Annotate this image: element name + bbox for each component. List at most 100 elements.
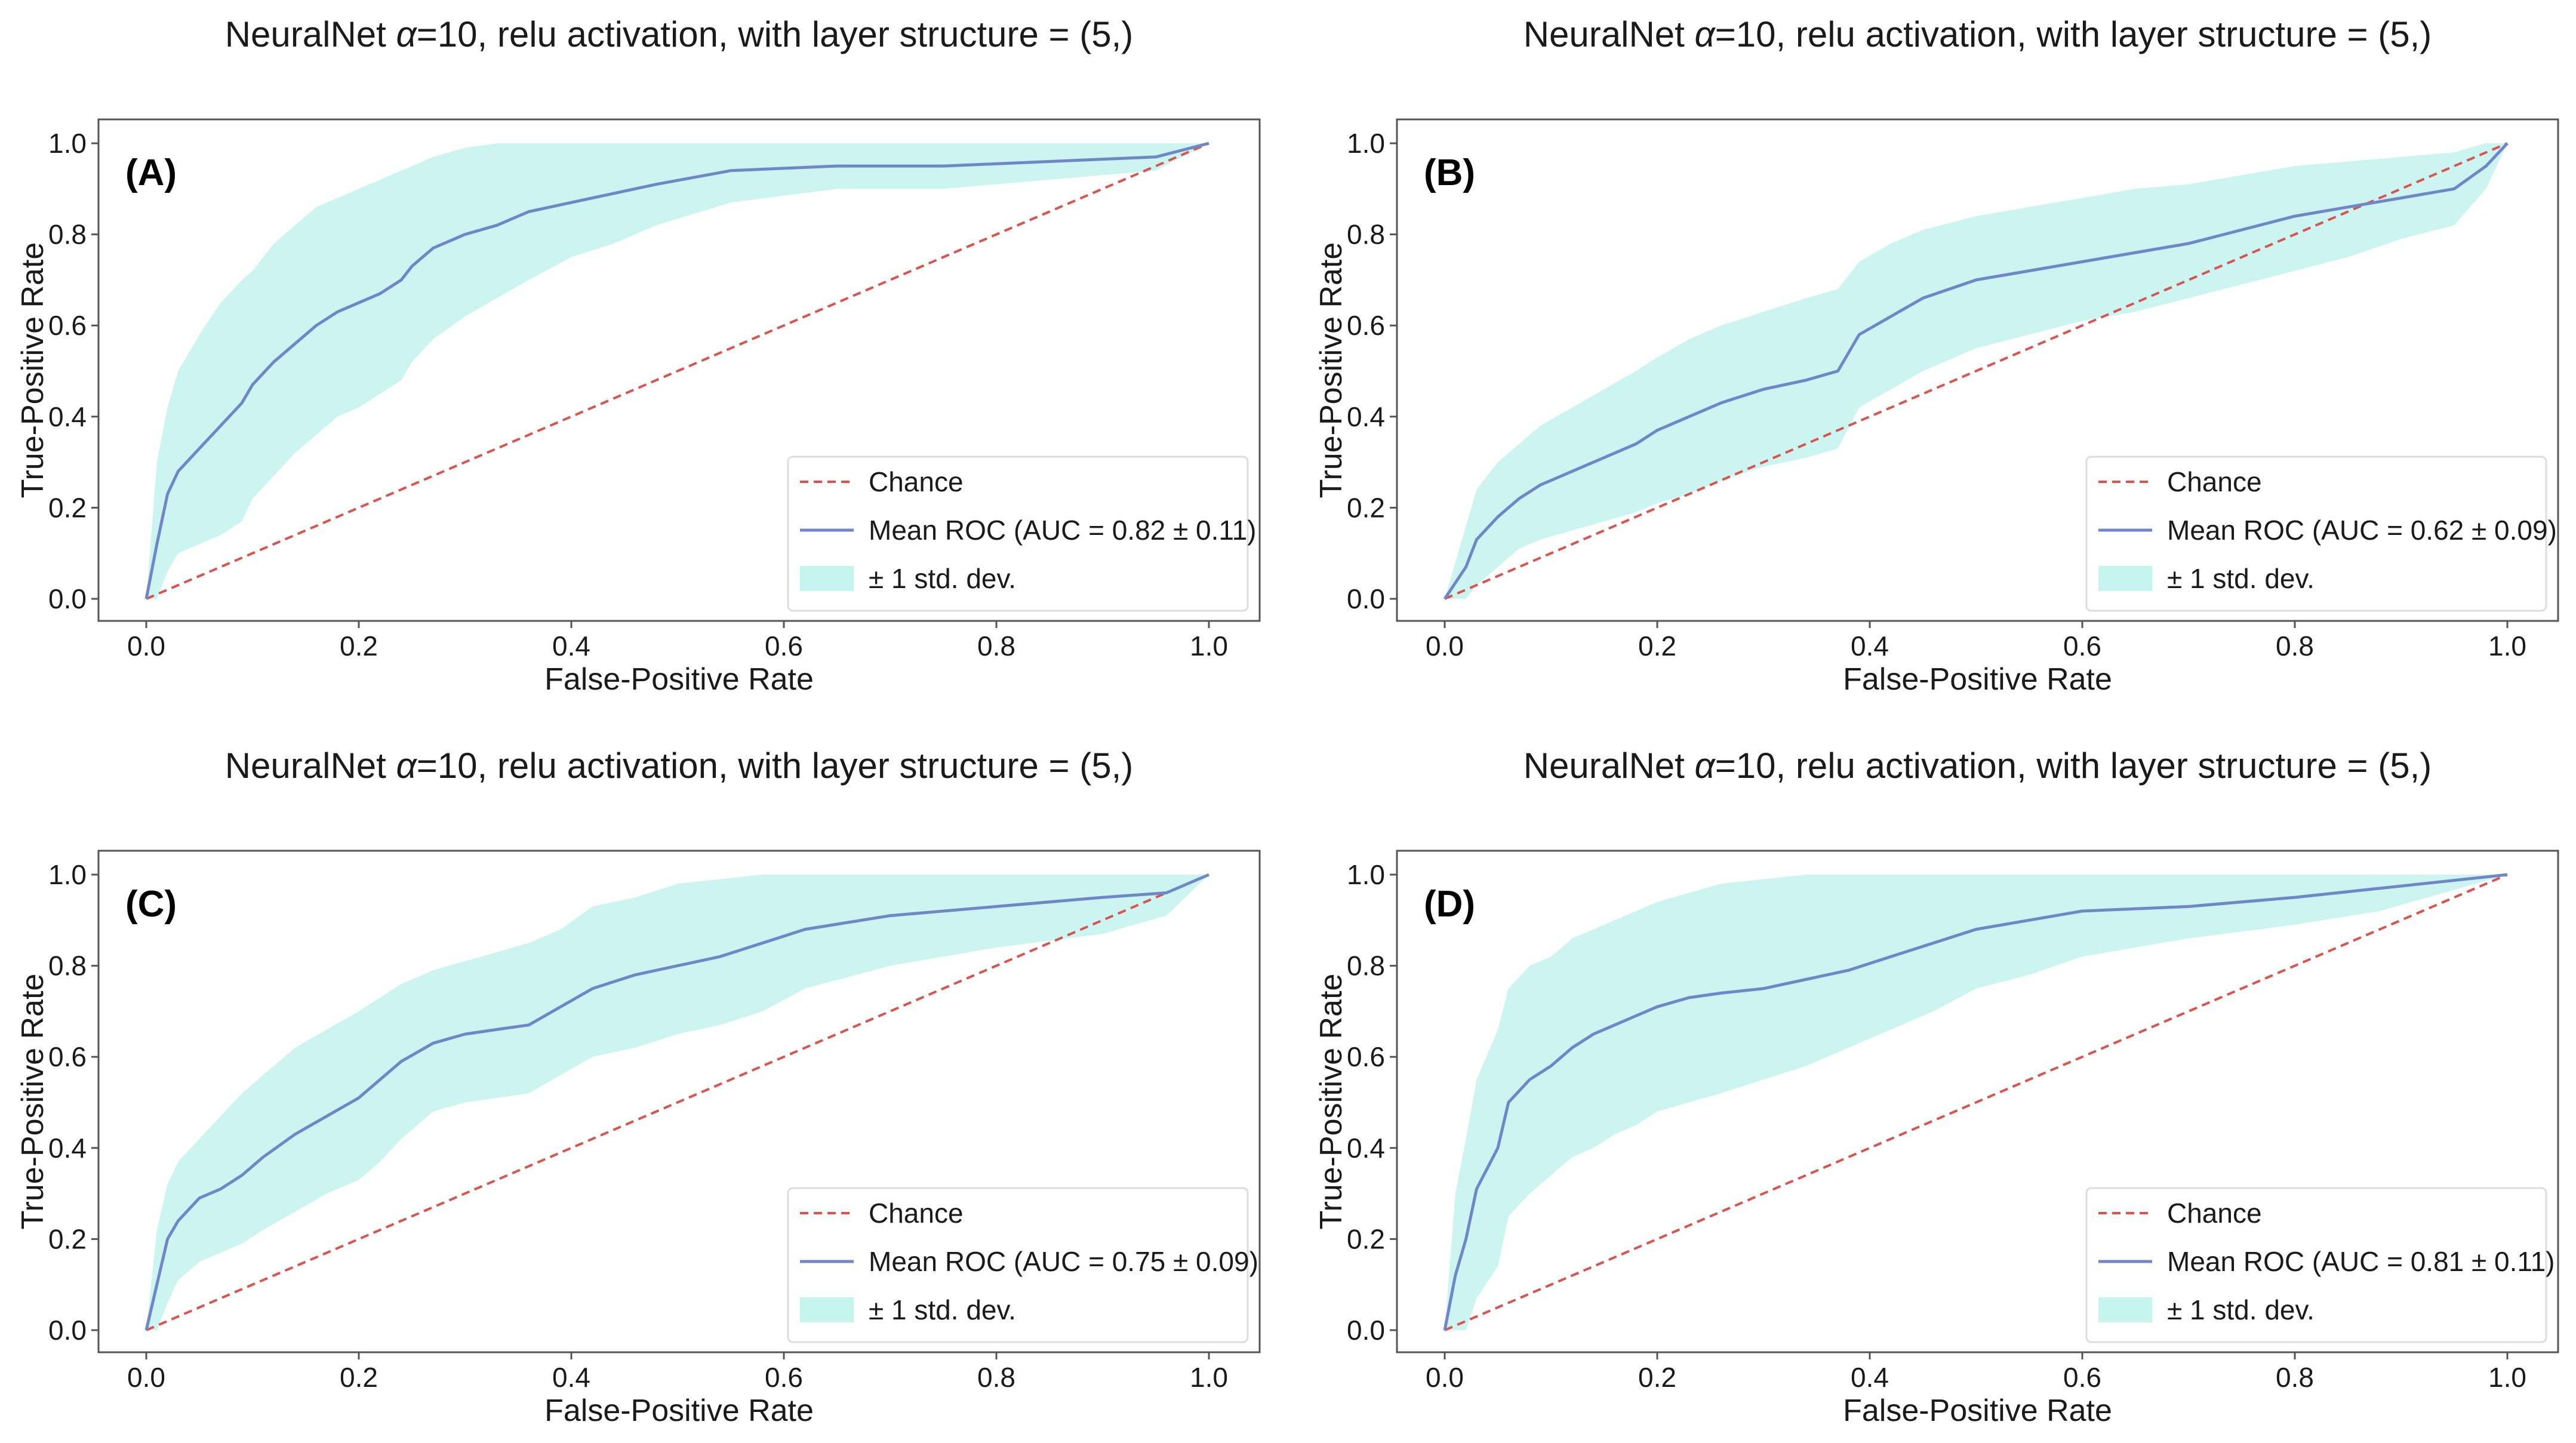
chance-line xyxy=(146,873,1209,1331)
chance-line xyxy=(1444,873,2508,1331)
x-axis-label: False-Positive Rate xyxy=(544,1393,814,1428)
x-tick-label: 0.4 xyxy=(1851,1362,1889,1393)
title-suffix: =10, relu activation, with layer structu… xyxy=(417,746,1134,786)
y-tick-label: 0.2 xyxy=(1347,1223,1385,1254)
x-tick-label: 0.6 xyxy=(765,630,803,661)
legend-band-label: ± 1 std. dev. xyxy=(869,1294,1016,1325)
x-tick-label: 0.6 xyxy=(2063,1362,2101,1393)
mean-roc-line xyxy=(1443,142,2509,600)
legend-mean-label: Mean ROC (AUC = 0.82 ± 0.11) xyxy=(869,515,1256,546)
panel-title: NeuralNet α=10, relu activation, with la… xyxy=(225,14,1134,54)
x-tick-label: 0.8 xyxy=(977,1362,1015,1393)
x-tick-label: 0.4 xyxy=(552,1362,590,1393)
y-tick-label: 0.0 xyxy=(48,583,87,614)
panel-title: NeuralNet α=10, relu activation, with la… xyxy=(225,746,1134,786)
x-tick-label: 1.0 xyxy=(1190,1362,1228,1393)
x-tick-label: 0.4 xyxy=(1851,630,1889,661)
panel-label: (B) xyxy=(1424,152,1475,193)
legend-band-swatch xyxy=(2098,566,2152,591)
x-axis-label: False-Positive Rate xyxy=(1843,662,2112,697)
roc-panel-b: NeuralNet α=10, relu activation, with la… xyxy=(1314,14,2559,697)
legend-chance-label: Chance xyxy=(869,1198,964,1229)
x-tick-label: 0.6 xyxy=(2063,630,2101,661)
legend-box xyxy=(2085,1187,2547,1343)
legend-box xyxy=(2085,456,2547,612)
panel-label: (A) xyxy=(125,152,177,193)
panel-label: (D) xyxy=(1424,884,1475,925)
y-tick-label: 0.8 xyxy=(1347,219,1385,250)
x-tick-label: 0.2 xyxy=(340,1362,378,1393)
panel-title: NeuralNet α=10, relu activation, with la… xyxy=(1524,14,2432,54)
x-tick-label: 0.0 xyxy=(1426,630,1464,661)
y-tick-label: 0.0 xyxy=(1347,583,1385,614)
chance-line xyxy=(1444,142,2508,600)
y-tick-label: 0.2 xyxy=(48,1223,87,1254)
y-tick-label: 0.4 xyxy=(1347,401,1385,432)
y-tick-label: 1.0 xyxy=(1347,859,1385,890)
x-tick-label: 0.6 xyxy=(765,1362,803,1393)
x-axis-label: False-Positive Rate xyxy=(544,662,814,697)
roc-panel-a: NeuralNet α=10, relu activation, with la… xyxy=(16,14,1261,697)
y-tick-label: 1.0 xyxy=(48,128,87,159)
std-dev-band xyxy=(1445,875,2507,1330)
y-axis-label: True-Positive Rate xyxy=(16,242,50,499)
title-alpha: α xyxy=(1695,746,1716,786)
legend-box xyxy=(787,456,1249,612)
legend-chance-label: Chance xyxy=(869,466,964,497)
y-tick-label: 0.6 xyxy=(48,310,87,341)
x-tick-label: 1.0 xyxy=(2488,1362,2526,1393)
y-tick-label: 0.2 xyxy=(1347,492,1385,523)
legend-mean-label: Mean ROC (AUC = 0.81 ± 0.11) xyxy=(2167,1246,2555,1277)
title-prefix: NeuralNet xyxy=(1524,14,1695,54)
y-tick-label: 1.0 xyxy=(48,859,87,890)
legend-band-swatch xyxy=(800,1297,854,1322)
title-prefix: NeuralNet xyxy=(225,14,396,54)
legend-chance-label: Chance xyxy=(2167,1198,2262,1229)
title-suffix: =10, relu activation, with layer structu… xyxy=(1715,14,2432,54)
y-axis-label: True-Positive Rate xyxy=(16,974,50,1230)
panel-label: (C) xyxy=(125,884,177,925)
x-tick-label: 0.2 xyxy=(1638,1362,1676,1393)
y-axis-label: True-Positive Rate xyxy=(1314,974,1349,1230)
y-tick-label: 0.4 xyxy=(1347,1133,1385,1164)
x-tick-label: 0.0 xyxy=(1426,1362,1464,1393)
legend-band-swatch xyxy=(2098,1297,2152,1322)
y-tick-label: 0.8 xyxy=(48,219,87,250)
legend-mean-label: Mean ROC (AUC = 0.62 ± 0.09) xyxy=(2167,515,2557,546)
y-tick-label: 0.2 xyxy=(48,492,87,523)
y-tick-label: 0.0 xyxy=(1347,1315,1385,1346)
x-tick-label: 0.0 xyxy=(127,630,165,661)
title-suffix: =10, relu activation, with layer structu… xyxy=(417,14,1134,54)
y-tick-label: 0.6 xyxy=(48,1041,87,1072)
title-alpha: α xyxy=(1695,14,1716,54)
x-tick-label: 0.8 xyxy=(977,630,1015,661)
panel-title: NeuralNet α=10, relu activation, with la… xyxy=(1524,746,2432,786)
roc-panel-d: NeuralNet α=10, relu activation, with la… xyxy=(1314,746,2559,1428)
legend-mean-label: Mean ROC (AUC = 0.75 ± 0.09) xyxy=(869,1246,1258,1277)
mean-roc-line xyxy=(1443,873,2508,1331)
title-alpha: α xyxy=(396,14,418,54)
mean-roc-line xyxy=(144,873,1209,1331)
y-tick-label: 0.8 xyxy=(1347,950,1385,982)
x-tick-label: 0.4 xyxy=(552,630,590,661)
std-dev-band xyxy=(146,143,1209,599)
x-axis-label: False-Positive Rate xyxy=(1843,1393,2112,1428)
y-tick-label: 0.6 xyxy=(1347,1041,1385,1072)
y-tick-label: 1.0 xyxy=(1347,128,1385,159)
title-prefix: NeuralNet xyxy=(1524,746,1695,786)
title-prefix: NeuralNet xyxy=(225,746,396,786)
legend-chance-label: Chance xyxy=(2167,466,2262,497)
legend-band-swatch xyxy=(800,566,854,591)
x-tick-label: 1.0 xyxy=(1190,630,1228,661)
y-tick-label: 0.0 xyxy=(48,1315,87,1346)
y-tick-label: 0.4 xyxy=(48,1133,87,1164)
y-tick-label: 0.6 xyxy=(1347,310,1385,341)
y-tick-label: 0.4 xyxy=(48,401,87,432)
y-tick-label: 0.8 xyxy=(48,950,87,982)
legend-band-label: ± 1 std. dev. xyxy=(2167,563,2315,594)
std-dev-band xyxy=(146,875,1209,1330)
title-alpha: α xyxy=(396,746,418,786)
x-tick-label: 0.8 xyxy=(2276,630,2314,661)
x-tick-label: 0.0 xyxy=(127,1362,165,1393)
